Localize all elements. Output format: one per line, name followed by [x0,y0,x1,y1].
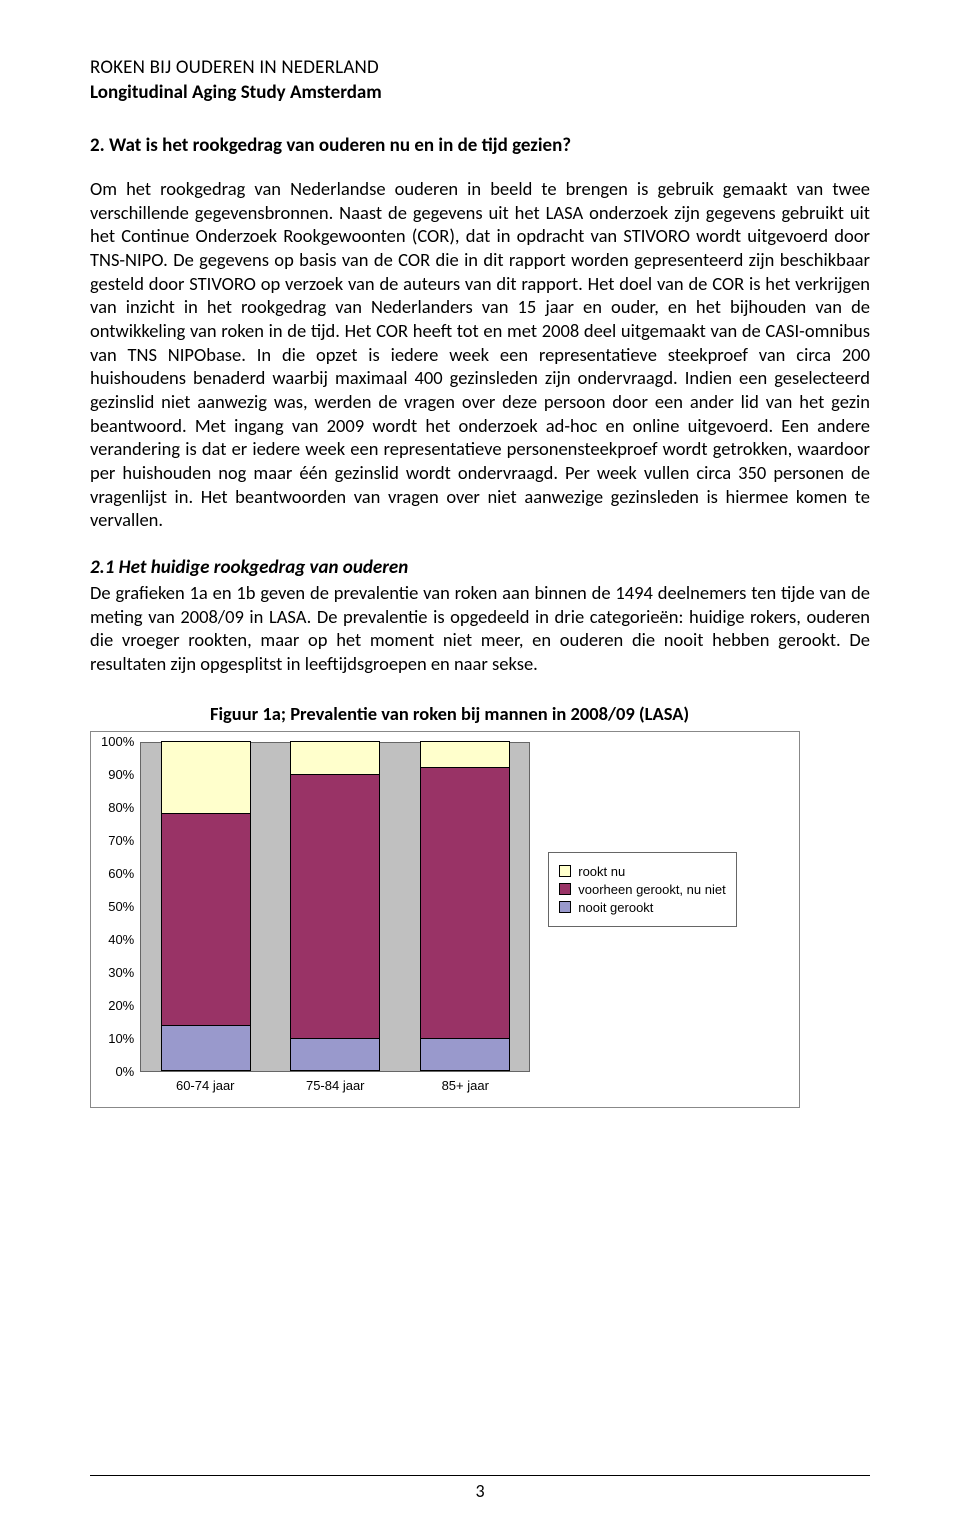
section-2-body: Om het rookgedrag van Nederlandse oudere… [90,177,870,532]
chart-plot-area [140,742,530,1072]
legend-label: rookt nu [578,864,625,879]
chart-x-axis: 60-74 jaar 75-84 jaar 85+ jaar [140,1078,530,1093]
y-tick-label: 30% [108,958,134,988]
section-2-1-body: De grafieken 1a en 1b geven de prevalent… [90,581,870,676]
figure-1a-chart: 100%90%80%70%60%50%40%30%20%10%0% 60-74 … [90,731,800,1108]
section-2-1-heading: 2.1 Het huidige rookgedrag van ouderen [90,556,870,579]
bar-segment-nooit [420,1038,510,1071]
legend-item: voorheen gerookt, nu niet [559,882,725,897]
y-tick-label: 90% [108,760,134,790]
x-tick-label: 85+ jaar [415,1078,515,1093]
legend-label: voorheen gerookt, nu niet [578,882,725,897]
bar-segment-nooit [161,1025,251,1071]
bar-segment-nu [161,741,251,814]
bar-segment-voorheen [420,767,510,1038]
doc-header-subtitle: Longitudinal Aging Study Amsterdam [90,81,870,104]
doc-header-title: ROKEN BIJ OUDEREN IN NEDERLAND [90,56,870,79]
x-tick-label: 75-84 jaar [285,1078,385,1093]
y-tick-label: 80% [108,793,134,823]
y-tick-label: 10% [108,1024,134,1054]
y-tick-label: 50% [108,892,134,922]
legend-item: nooit gerookt [559,900,725,915]
x-tick-label: 60-74 jaar [155,1078,255,1093]
legend-swatch [559,883,571,895]
y-tick-label: 60% [108,859,134,889]
bar-segment-voorheen [161,813,251,1024]
y-tick-label: 20% [108,991,134,1021]
legend-label: nooit gerookt [578,900,653,915]
y-tick-label: 70% [108,826,134,856]
legend-item: rookt nu [559,864,725,879]
bar-segment-voorheen [290,774,380,1038]
bar-stack [420,741,510,1071]
y-tick-label: 0% [115,1057,134,1087]
y-tick-label: 40% [108,925,134,955]
figure-1a-title: Figuur 1a; Prevalentie van roken bij man… [90,702,870,725]
bar-stack [161,741,251,1071]
bar-stack [290,741,380,1071]
chart-legend: rookt nu voorheen gerookt, nu niet nooit g… [548,852,736,927]
section-2-heading: 2. Wat is het rookgedrag van ouderen nu … [90,134,870,157]
legend-swatch [559,901,571,913]
footer-rule [90,1475,870,1476]
y-tick-label: 100% [101,727,134,757]
bar-segment-nu [420,741,510,767]
legend-swatch [559,865,571,877]
chart-y-axis: 100%90%80%70%60%50%40%30%20%10%0% [101,742,140,1072]
page-number: 3 [0,1480,960,1502]
bar-segment-nu [290,741,380,774]
bar-segment-nooit [290,1038,380,1071]
